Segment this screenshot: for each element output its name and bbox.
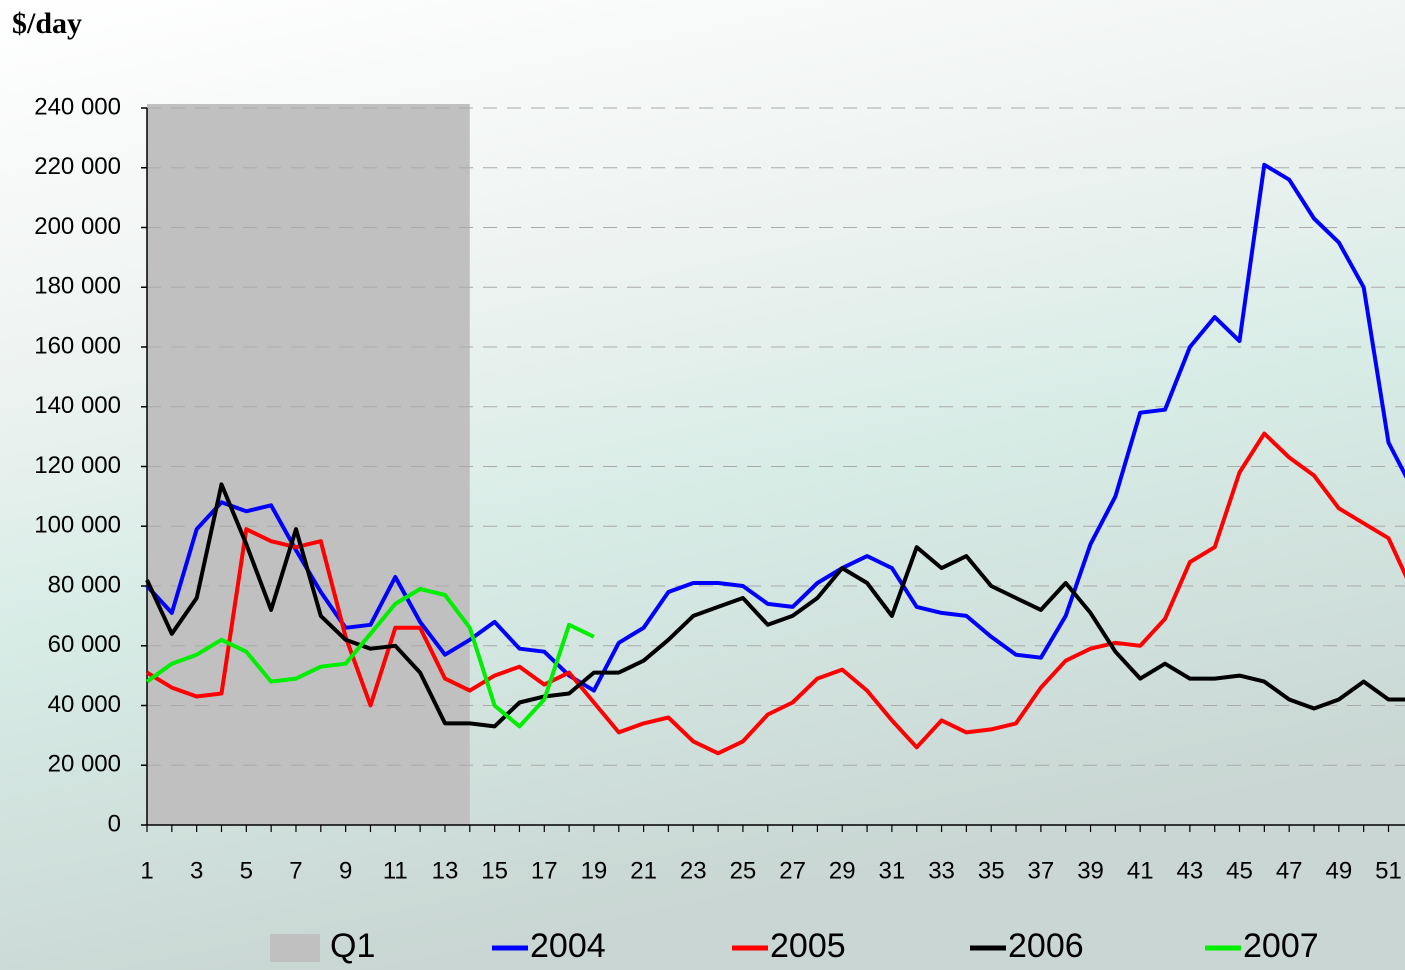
x-tick-label: 27 — [779, 857, 806, 884]
x-tick-label: 33 — [928, 857, 955, 884]
x-tick-label: 45 — [1226, 857, 1253, 884]
x-tick-label: 15 — [481, 857, 508, 884]
x-tick-label: 43 — [1177, 857, 1204, 884]
x-tick-label: 35 — [978, 857, 1005, 884]
x-tick-label: 11 — [383, 857, 408, 884]
x-tick-label: 49 — [1325, 857, 1352, 884]
legend-label: 2004 — [530, 927, 606, 965]
legend-label: 2007 — [1243, 927, 1319, 965]
y-tick-label: 180 000 — [34, 273, 121, 300]
x-tick-label: 25 — [730, 857, 757, 884]
y-tick-label: 140 000 — [34, 392, 121, 419]
series-line — [145, 162, 1405, 693]
legend-label: Q1 — [330, 927, 375, 965]
x-tick-label: 5 — [240, 857, 253, 884]
series-line — [145, 587, 595, 729]
x-tick-label: 23 — [680, 857, 707, 884]
x-tick-label: 21 — [630, 857, 657, 884]
x-tick-label: 29 — [829, 857, 856, 884]
x-tick-label: 47 — [1276, 857, 1303, 884]
x-tick-label: 19 — [581, 857, 608, 884]
y-tick-label: 80 000 — [48, 571, 121, 598]
y-tick-label: 200 000 — [34, 213, 121, 240]
legend-label: 2005 — [770, 927, 846, 965]
x-tick-label: 13 — [432, 857, 459, 884]
y-tick-label: 220 000 — [34, 153, 121, 180]
x-tick-label: 37 — [1028, 857, 1055, 884]
x-tick-label: 41 — [1127, 857, 1154, 884]
x-tick-label: 9 — [339, 857, 352, 884]
x-tick-label: 17 — [531, 857, 558, 884]
y-tick-label: 40 000 — [48, 691, 121, 718]
y-tick-label: 240 000 — [34, 93, 121, 120]
series-line — [145, 482, 1405, 729]
q1-band — [147, 104, 470, 825]
x-tick-label: 51 — [1375, 857, 1402, 884]
series-line — [145, 431, 1405, 756]
x-tick-label: 3 — [190, 857, 203, 884]
y-tick-label: 120 000 — [34, 452, 121, 479]
y-tick-label: 100 000 — [34, 512, 121, 539]
legend-swatch — [270, 934, 320, 962]
x-tick-label: 39 — [1077, 857, 1104, 884]
chart-title: $/day — [12, 7, 82, 40]
y-tick-label: 0 — [108, 810, 121, 837]
y-tick-label: 60 000 — [48, 631, 121, 658]
x-tick-label: 7 — [289, 857, 302, 884]
x-tick-label: 31 — [879, 857, 906, 884]
y-tick-label: 20 000 — [48, 751, 121, 778]
legend-label: 2006 — [1008, 927, 1084, 965]
y-tick-label: 160 000 — [34, 332, 121, 359]
x-tick-label: 1 — [140, 857, 153, 884]
